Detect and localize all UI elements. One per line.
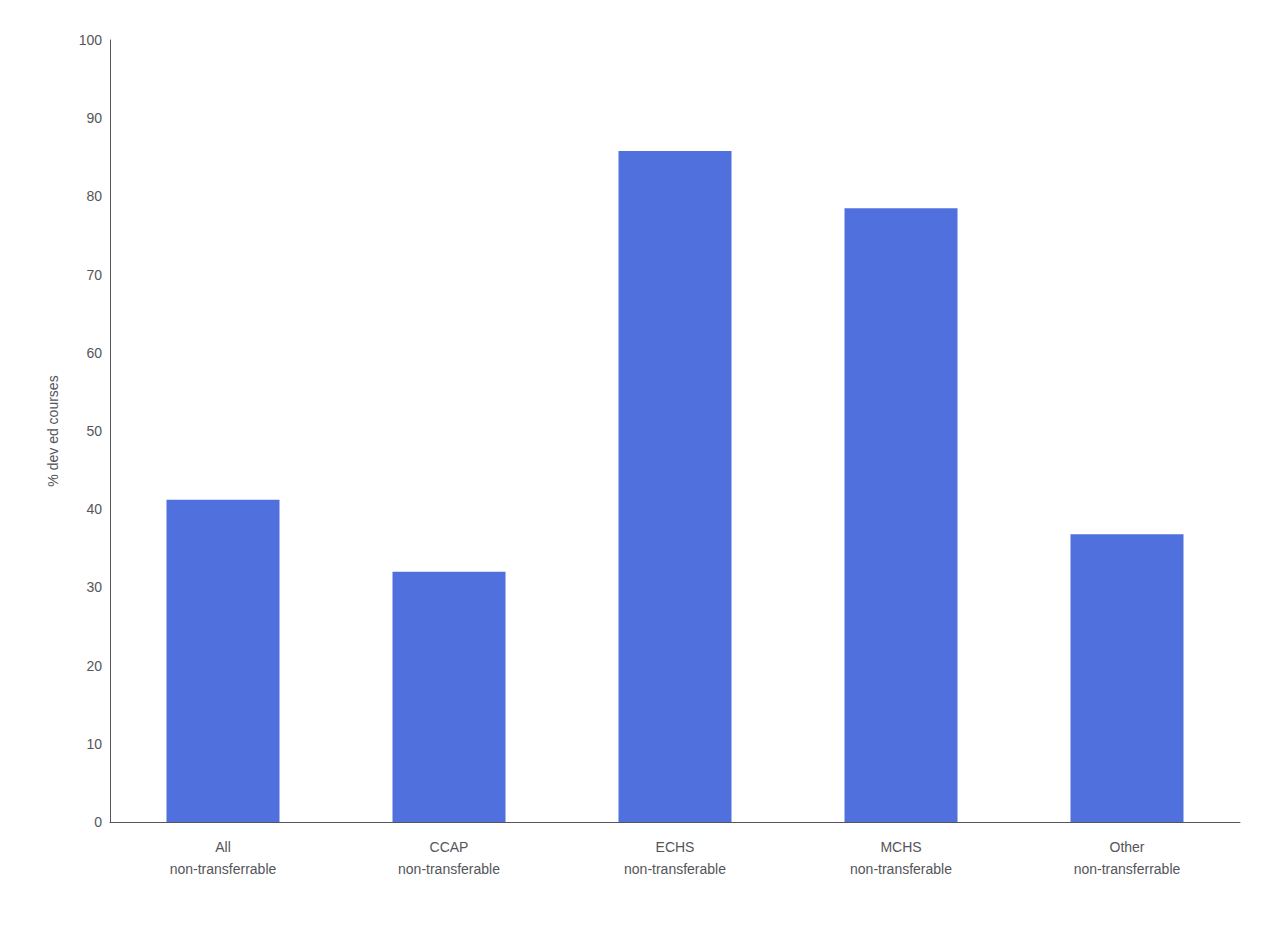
svg-text:70: 70	[86, 267, 102, 283]
svg-text:80: 80	[86, 188, 102, 204]
svg-text:50: 50	[86, 423, 102, 439]
svg-text:Other: Other	[1109, 839, 1144, 855]
svg-text:All: All	[215, 839, 231, 855]
svg-text:non-transferrable: non-transferrable	[1074, 861, 1181, 877]
svg-text:% dev ed courses: % dev ed courses	[45, 375, 61, 486]
svg-text:non-transferable: non-transferable	[398, 861, 500, 877]
svg-text:10: 10	[86, 736, 102, 752]
svg-text:90: 90	[86, 110, 102, 126]
svg-text:60: 60	[86, 345, 102, 361]
svg-text:CCAP: CCAP	[430, 839, 469, 855]
svg-text:non-transferable: non-transferable	[850, 861, 952, 877]
svg-text:ECHS: ECHS	[656, 839, 695, 855]
svg-text:20: 20	[86, 658, 102, 674]
svg-text:MCHS: MCHS	[880, 839, 921, 855]
svg-text:non-transferrable: non-transferrable	[170, 861, 277, 877]
svg-text:non-transferable: non-transferable	[624, 861, 726, 877]
svg-text:100: 100	[79, 32, 103, 48]
svg-text:40: 40	[86, 501, 102, 517]
svg-text:0: 0	[94, 814, 102, 830]
svg-text:30: 30	[86, 579, 102, 595]
